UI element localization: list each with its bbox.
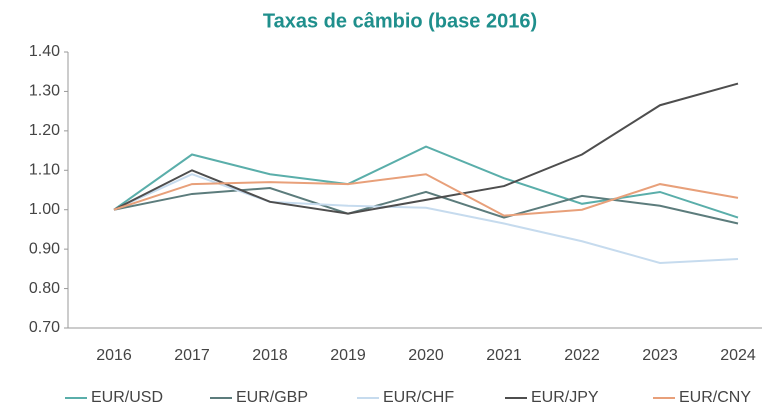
x-tick-label: 2023 [642,347,678,364]
y-tick-label: 1.10 [29,162,60,179]
x-tick-label: 2024 [720,347,756,364]
y-tick-label: 0.90 [29,240,60,257]
x-tick-label: 2020 [408,347,444,364]
series-line [113,145,739,219]
x-tick-label: 2018 [252,347,288,364]
y-tick-label: 1.40 [29,43,60,60]
y-tick-label: 0.70 [29,319,60,336]
x-tick-label: 2017 [174,347,210,364]
chart-title: Taxas de câmbio (base 2016) [263,10,537,32]
legend-label: EUR/CNY [679,389,751,406]
x-tick-label: 2022 [564,347,600,364]
y-tick-label: 1.30 [29,83,60,100]
legend-label: EUR/GBP [236,389,308,406]
series-line [113,82,739,215]
legend-label: EUR/USD [91,389,163,406]
series-line [113,187,739,225]
y-tick-label: 1.00 [29,201,60,218]
x-tick-label: 2019 [330,347,366,364]
x-tick-label: 2021 [486,347,522,364]
series-line [113,173,739,217]
legend-label: EUR/JPY [531,389,599,406]
y-tick-label: 0.80 [29,280,60,297]
legend-label: EUR/CHF [383,389,454,406]
series-line [113,173,739,264]
y-tick-label: 1.20 [29,122,60,139]
x-tick-label: 2016 [96,347,132,364]
